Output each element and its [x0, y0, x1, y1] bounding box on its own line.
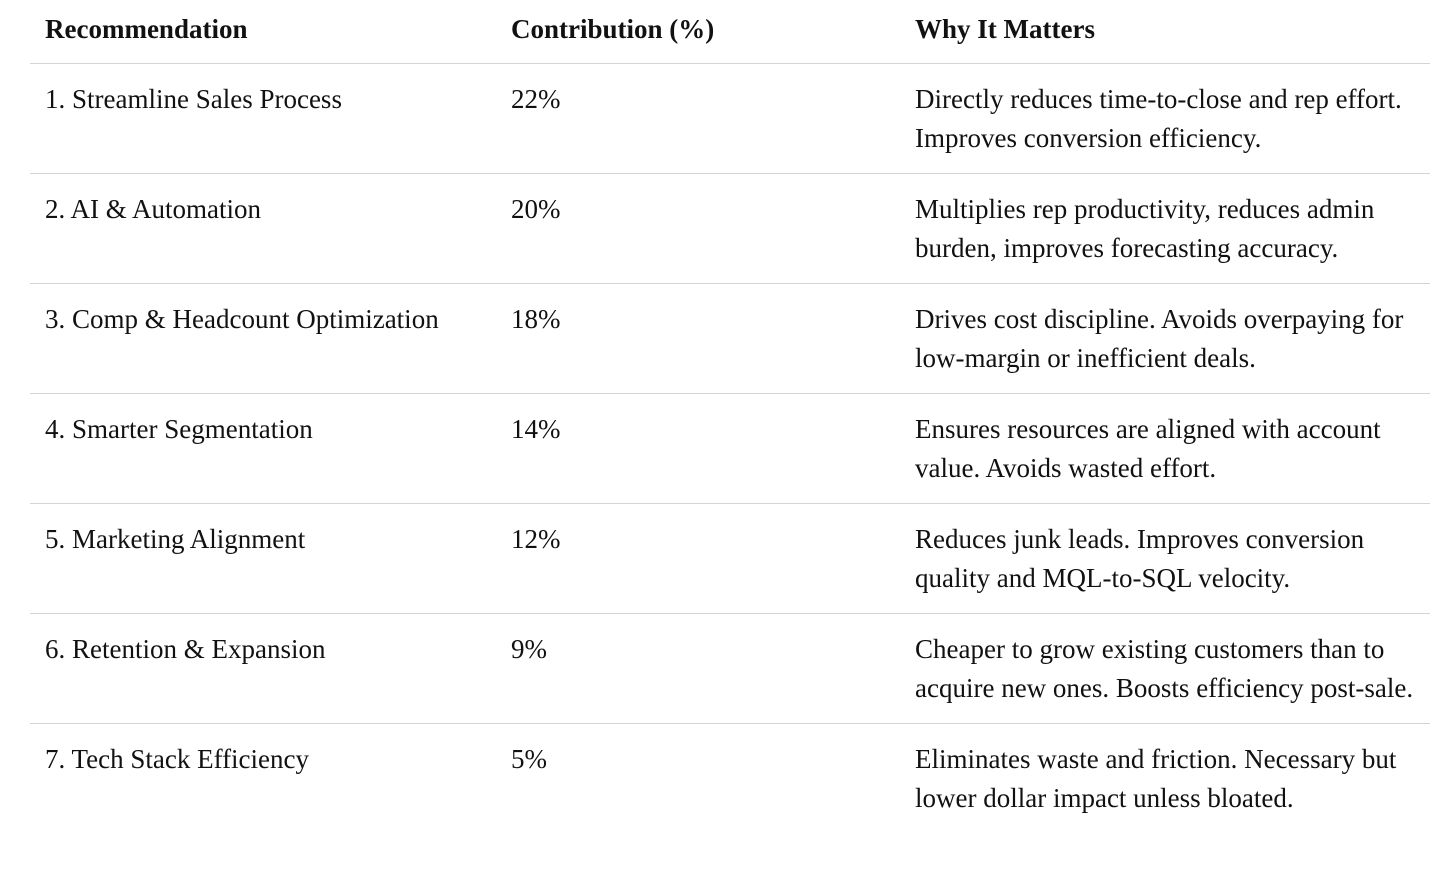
header-contribution: Contribution (%)	[511, 14, 715, 44]
contribution-cell: 9%	[511, 634, 547, 664]
recommendations-table: Recommendation Contribution (%) Why It M…	[30, 0, 1430, 833]
recommendation-cell: 5. Marketing Alignment	[45, 524, 306, 554]
header-why-it-matters: Why It Matters	[915, 14, 1095, 44]
table-row: 3. Comp & Headcount Optimization 18% Dri…	[30, 284, 1430, 394]
contribution-cell: 20%	[511, 194, 561, 224]
table-row: 1. Streamline Sales Process 22% Directly…	[30, 64, 1430, 174]
recommendation-cell: 4. Smarter Segmentation	[45, 414, 313, 444]
contribution-cell: 14%	[511, 414, 561, 444]
recommendation-cell: 7. Tech Stack Efficiency	[45, 744, 310, 774]
why-it-matters-cell: Multiplies rep productivity, reduces adm…	[915, 194, 1375, 263]
table-row: 2. AI & Automation 20% Multiplies rep pr…	[30, 174, 1430, 284]
contribution-cell: 5%	[511, 744, 547, 774]
table-header-row: Recommendation Contribution (%) Why It M…	[30, 0, 1430, 64]
table-row: 6. Retention & Expansion 9% Cheaper to g…	[30, 614, 1430, 724]
recommendation-cell: 6. Retention & Expansion	[45, 634, 326, 664]
recommendation-cell: 3. Comp & Headcount Optimization	[45, 304, 439, 334]
recommendation-cell: 2. AI & Automation	[45, 194, 261, 224]
why-it-matters-cell: Reduces junk leads. Improves conversion …	[915, 524, 1365, 593]
why-it-matters-cell: Directly reduces time-to-close and rep e…	[915, 84, 1402, 153]
recommendation-cell: 1. Streamline Sales Process	[45, 84, 342, 114]
header-recommendation: Recommendation	[45, 14, 248, 44]
contribution-cell: 18%	[511, 304, 561, 334]
contribution-cell: 22%	[511, 84, 561, 114]
contribution-cell: 12%	[511, 524, 561, 554]
table-row: 5. Marketing Alignment 12% Reduces junk …	[30, 504, 1430, 614]
why-it-matters-cell: Cheaper to grow existing customers than …	[915, 634, 1414, 703]
table-row: 4. Smarter Segmentation 14% Ensures reso…	[30, 394, 1430, 504]
why-it-matters-cell: Eliminates waste and friction. Necessary…	[915, 744, 1397, 813]
why-it-matters-cell: Ensures resources are aligned with accou…	[915, 414, 1381, 483]
why-it-matters-cell: Drives cost discipline. Avoids overpayin…	[915, 304, 1404, 373]
table-row: 7. Tech Stack Efficiency 5% Eliminates w…	[30, 724, 1430, 833]
